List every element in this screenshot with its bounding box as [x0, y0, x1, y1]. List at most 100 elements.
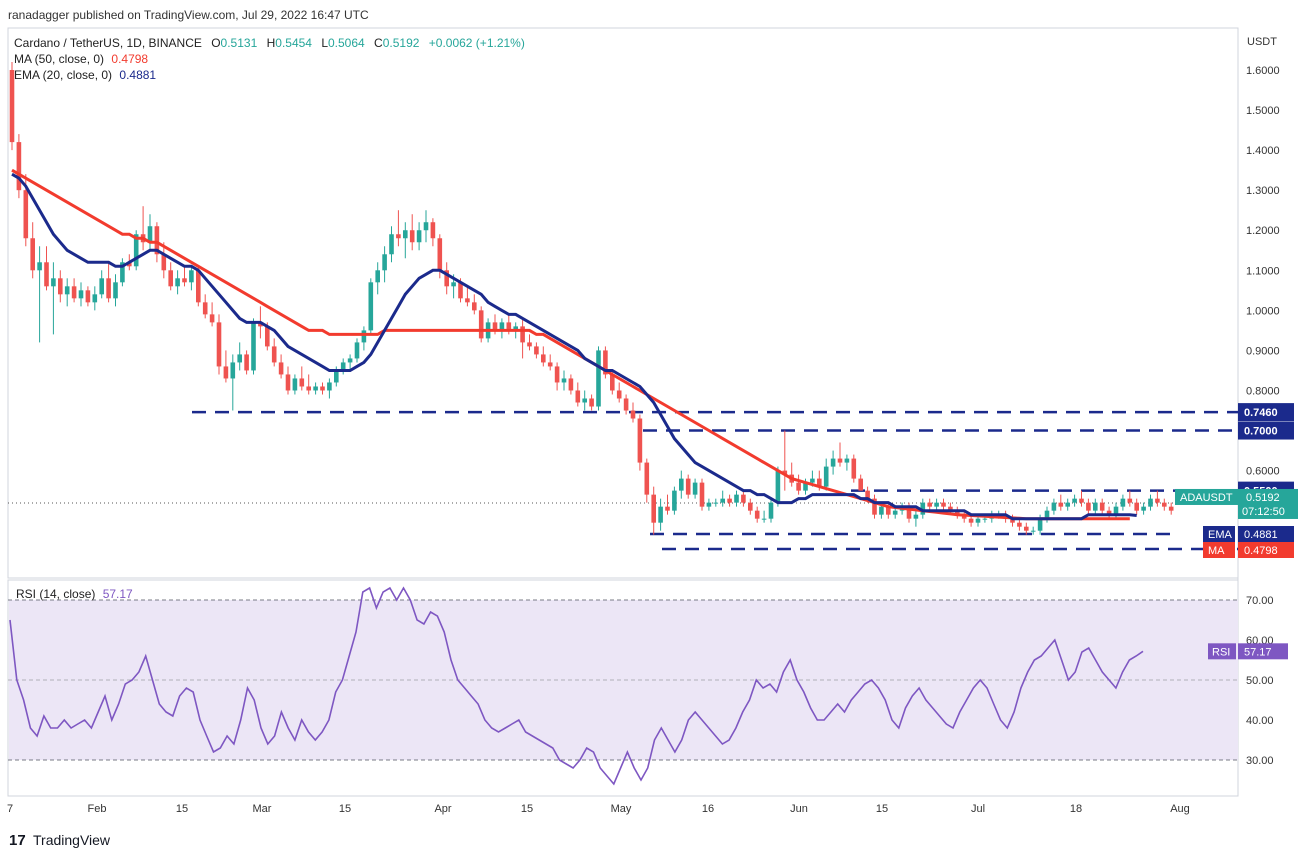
candle-body	[506, 322, 512, 331]
candle-body	[9, 70, 15, 143]
price-tick-label: 0.8000	[1246, 385, 1280, 397]
candle-body	[561, 378, 567, 383]
candle-body	[692, 482, 698, 495]
candle-body	[685, 478, 691, 495]
candle-body	[1113, 506, 1119, 515]
candle-body	[120, 262, 125, 283]
candle-body	[127, 262, 132, 267]
candle-body	[665, 506, 670, 511]
moving-average-lines	[11, 168, 1137, 521]
publisher-line: ranadagger published on TradingView.com,…	[8, 8, 369, 22]
candle-body	[547, 362, 553, 367]
price-tick-label: 0.6000	[1246, 466, 1280, 478]
candle-body	[886, 506, 891, 515]
rsi-legend: RSI (14, close) 57.17	[16, 587, 133, 601]
ema20-line	[11, 172, 1137, 521]
candle-body	[644, 462, 650, 495]
rsi-tick-label: 50.00	[1246, 675, 1274, 687]
candle-body	[285, 374, 291, 391]
candle-body	[361, 330, 367, 343]
candle-body	[1162, 502, 1167, 507]
candle-body	[368, 282, 374, 331]
candle-body	[437, 238, 443, 271]
candle-body	[1072, 498, 1077, 503]
candle-body	[1134, 502, 1139, 511]
high-label: H	[267, 36, 276, 50]
candle-body	[658, 506, 663, 523]
candle-body	[837, 458, 843, 463]
candle-body	[175, 278, 180, 287]
ema-legend-label: EMA (20, close, 0)	[14, 68, 112, 82]
candle-body	[340, 362, 346, 371]
candle-body	[113, 282, 118, 299]
candle-body	[306, 386, 311, 391]
candle-body	[713, 502, 719, 504]
time-tick-label: Mar	[253, 803, 272, 815]
rsi-value: 57.17	[1244, 646, 1272, 658]
candle-body	[596, 350, 601, 407]
rsi-value-box	[1238, 643, 1288, 660]
level-label-box	[1238, 421, 1294, 440]
indicator-name-box	[1203, 526, 1235, 542]
price-axis-unit: USDT	[1247, 36, 1277, 48]
rsi-name-box	[1208, 643, 1236, 660]
candle-body	[761, 518, 767, 520]
candle-body	[603, 350, 608, 375]
candle-body	[265, 326, 270, 347]
candle-body	[1030, 530, 1036, 532]
candle-body	[44, 262, 49, 287]
candle-body	[651, 494, 656, 523]
candle-body	[244, 354, 249, 371]
candle-body	[499, 322, 505, 331]
candle-body	[458, 282, 463, 299]
candle-body	[1058, 502, 1064, 507]
price-tick-label: 1.5000	[1246, 105, 1280, 117]
time-tick-label: Aug	[1170, 803, 1190, 815]
indicator-name-box	[1203, 542, 1235, 558]
time-tick-label: Apr	[434, 803, 451, 815]
candle-body	[382, 254, 387, 271]
candle-body	[1168, 506, 1174, 511]
candle-body	[858, 478, 863, 491]
tradingview-logo[interactable]: 17 TradingView	[9, 832, 111, 849]
candle-body	[941, 502, 946, 507]
close-value: 0.5192	[383, 36, 420, 50]
candle-body	[913, 514, 919, 519]
rsi-tick-label: 70.00	[1246, 595, 1274, 607]
candle-body	[541, 354, 546, 363]
candle-body	[78, 290, 84, 299]
candle-body	[327, 382, 332, 391]
time-axis: 7 Feb 15 Mar 15 Apr 15 May 16 Jun 15 Jul 18 Aug	[7, 803, 1190, 815]
candle-body	[278, 362, 284, 375]
time-tick-label: 18	[1070, 803, 1082, 815]
candle-body	[582, 398, 587, 403]
candle-body	[465, 298, 470, 303]
candle-body	[768, 502, 774, 519]
candle-body	[727, 498, 732, 503]
low-label: L	[321, 36, 328, 50]
price-axis: USDT 1.6000 1.5000 1.4000 1.3000 1.2000 1.1000…	[1175, 36, 1298, 558]
candle-body	[430, 222, 436, 239]
high-value: 0.5454	[275, 36, 312, 50]
candle-body	[271, 346, 277, 363]
rsi-line	[9, 586, 1144, 786]
candle-body	[975, 518, 981, 523]
time-tick-label: 15	[339, 803, 351, 815]
candle-body	[1093, 502, 1098, 511]
time-tick-label: May	[611, 803, 632, 815]
candle-body	[748, 502, 753, 511]
candle-body	[823, 466, 829, 487]
ohlc-line: Cardano / TetherUS, 1D, BINANCE O0.5131 …	[14, 36, 525, 50]
candle-body	[982, 518, 988, 520]
candle-body	[1037, 518, 1043, 531]
candle-body	[1051, 502, 1057, 511]
candle-body	[71, 286, 77, 299]
candle-body	[444, 270, 449, 287]
time-tick-label: Feb	[88, 803, 107, 815]
candle-body	[699, 482, 705, 507]
candle-body	[589, 398, 594, 407]
rsi-legend-label: RSI (14, close)	[16, 587, 95, 601]
rsi-name: RSI	[1212, 646, 1230, 658]
time-tick-label: 15	[521, 803, 533, 815]
candle-body	[1141, 506, 1146, 511]
